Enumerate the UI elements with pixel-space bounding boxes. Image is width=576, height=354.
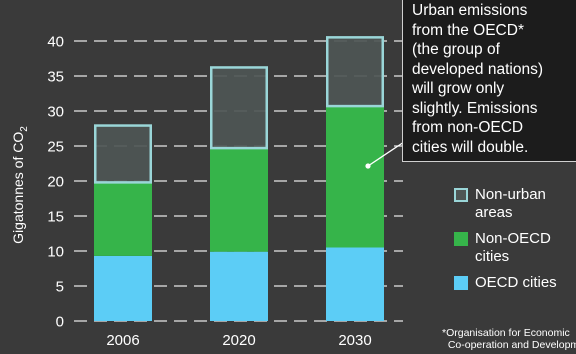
legend: Non-urban areas Non-OECD cities OECD cit… <box>454 186 576 300</box>
y-axis-label: Gigatonnes of CO2 <box>10 126 30 244</box>
legend-label-oecd: OECD cities <box>475 274 557 291</box>
legend-label-non-oecd: Non-OECD cities <box>475 230 551 265</box>
y-tick-label-25: 25 <box>47 139 64 156</box>
y-tick-label-15: 15 <box>47 209 64 226</box>
legend-swatch-non-urban <box>454 188 468 202</box>
bar-2020-non-oecd-cities <box>210 148 268 252</box>
x-tick-label-2030: 2030 <box>338 332 371 349</box>
y-tick-label-20: 20 <box>47 174 64 191</box>
annotation-text: Urban emissions from the OECD* (the grou… <box>412 2 543 156</box>
bar-2006-non-urban-areas <box>94 124 152 184</box>
legend-item-non-urban: Non-urban areas <box>454 186 576 222</box>
y-axis-ticks: 0 5 10 15 20 25 30 35 40 <box>47 34 64 331</box>
annotation-callout: Urban emissions from the OECD* (the grou… <box>402 0 576 162</box>
footnote: *Organisation for Economic Co-operation … <box>442 327 576 351</box>
bar-2020-non-urban-areas <box>210 66 268 150</box>
legend-swatch-non-oecd <box>454 232 468 246</box>
bar-2030-non-oecd-cities <box>326 106 384 248</box>
y-tick-label-5: 5 <box>56 279 64 296</box>
x-axis-labels: 2006 2020 2030 <box>106 332 371 349</box>
y-tick-label-30: 30 <box>47 104 64 121</box>
y-tick-label-40: 40 <box>47 34 64 51</box>
bar-2030-non-urban-areas <box>326 36 384 108</box>
legend-item-non-oecd: Non-OECD cities <box>454 230 576 266</box>
x-tick-label-2006: 2006 <box>106 332 139 349</box>
y-tick-label-0: 0 <box>56 314 64 331</box>
annotation-pointer <box>365 141 405 169</box>
legend-item-oecd: OECD cities <box>454 274 576 292</box>
bars <box>94 36 384 321</box>
legend-swatch-oecd <box>454 276 468 290</box>
bar-2030-oecd-cities <box>326 247 384 321</box>
bar-2020-oecd-cities <box>210 251 268 321</box>
y-tick-label-10: 10 <box>47 244 64 261</box>
y-tick-label-35: 35 <box>47 69 64 86</box>
bar-2006-oecd-cities <box>94 255 152 321</box>
bar-2006-non-oecd-cities <box>94 182 152 256</box>
legend-label-non-urban: Non-urban areas <box>475 186 546 221</box>
x-tick-label-2020: 2020 <box>222 332 255 349</box>
